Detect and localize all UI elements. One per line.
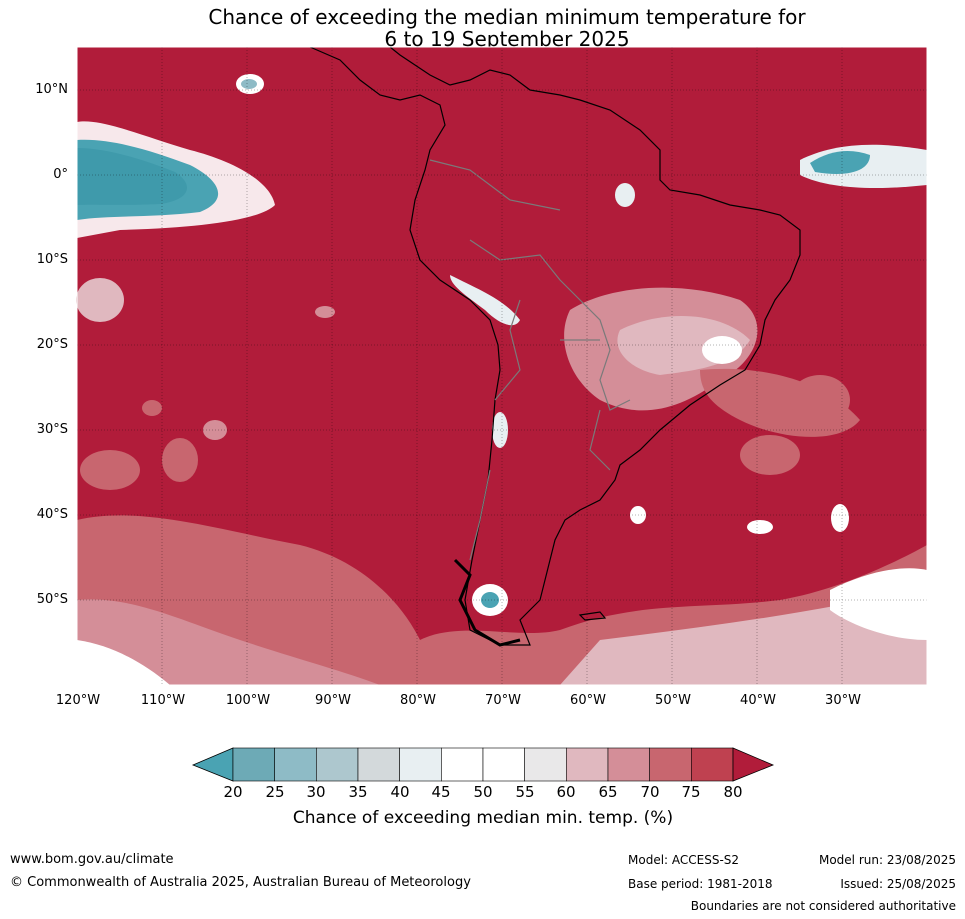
cool-spot [481, 592, 499, 608]
warm-patch [80, 450, 140, 490]
lon-label: 120°W [55, 693, 101, 708]
colorbar-tick-label: 50 [473, 783, 493, 801]
lat-label: 10°S [36, 252, 68, 267]
colorbar-tick-label: 75 [681, 783, 701, 801]
warm-patch [76, 278, 124, 322]
model-run-text: Model run: 23/08/2025 [818, 853, 956, 867]
falklands [578, 611, 607, 621]
cool-spot [747, 520, 773, 534]
colorbar-cell [357, 747, 400, 782]
lon-label: 80°W [400, 693, 436, 708]
colorbar-cell [232, 747, 275, 782]
colorbar-cell [524, 747, 567, 782]
base-period-text: Base period: 1981-2018 [628, 877, 773, 891]
southern-band-white-2 [830, 568, 927, 640]
warm-patch [790, 375, 850, 425]
colorbar-cell [316, 747, 359, 782]
colorbar-cell [566, 747, 609, 782]
disclaimer-text: Boundaries are not considered authoritat… [690, 899, 956, 913]
brazil-light-spot [702, 336, 742, 364]
website-link[interactable]: www.bom.gov.au/climate [10, 852, 174, 867]
colorbar-cell [441, 747, 484, 782]
map-frame [76, 46, 928, 686]
colorbar-tick-label: 65 [598, 783, 618, 801]
warm-patch [740, 435, 800, 475]
colorbar-under-arrow [191, 747, 234, 782]
colorbar-cell [482, 747, 525, 782]
copyright-text: © Commonwealth of Australia 2025, Austra… [10, 875, 471, 890]
lat-label: 50°S [36, 592, 68, 607]
colorbar-tick-label: 30 [306, 783, 326, 801]
colorbar-tick-label: 60 [556, 783, 576, 801]
map-title-line-1: Chance of exceeding the median minimum t… [208, 5, 806, 29]
andes-patch [450, 275, 520, 326]
colorbar-title: Chance of exceeding median min. temp. (%… [292, 808, 674, 828]
warm-patch [315, 306, 335, 318]
lon-label: 110°W [140, 693, 186, 708]
colorbar-tick-label: 35 [348, 783, 368, 801]
lon-label: 30°W [825, 693, 861, 708]
colorbar-tick-label: 70 [640, 783, 660, 801]
gridlines [77, 47, 927, 685]
colorbar-cell [274, 747, 317, 782]
cool-spot [831, 504, 849, 532]
lat-label: 30°S [36, 422, 68, 437]
lat-label: 20°S [36, 337, 68, 352]
cool-spot [615, 183, 635, 207]
lon-label: 60°W [570, 693, 606, 708]
pacific-cool-inner [77, 148, 187, 205]
colorbar-tick-label: 80 [723, 783, 743, 801]
south-america-outline [309, 46, 801, 646]
colorbar-over-arrow [732, 747, 775, 782]
lon-label: 90°W [315, 693, 351, 708]
warm-patch [142, 400, 162, 416]
lat-label: 40°S [36, 507, 68, 522]
chile-fjords [453, 558, 521, 647]
southern-band-light [77, 599, 380, 685]
lon-label: 40°W [740, 693, 776, 708]
colorbar-cell [649, 747, 692, 782]
warm-patch [162, 438, 198, 482]
lat-label: 0° [53, 167, 68, 182]
colorbar-tick-label: 25 [265, 783, 285, 801]
colorbar-tick-label: 45 [431, 783, 451, 801]
colorbar-tick-label: 55 [515, 783, 535, 801]
colorbar-tick-label: 40 [390, 783, 410, 801]
issued-text: Issued: 25/08/2025 [840, 877, 956, 891]
colorbar-cell [691, 747, 734, 782]
map-title-line-2: 6 to 19 September 2025 [384, 27, 630, 51]
atlantic-cool-core [810, 151, 870, 175]
colorbar-cell [399, 747, 442, 782]
lat-label: 10°N [35, 82, 68, 97]
colorbar-cell [607, 747, 650, 782]
lon-label: 50°W [655, 693, 691, 708]
model-text: Model: ACCESS-S2 [628, 853, 740, 867]
southern-band-white [77, 640, 170, 685]
lon-label: 100°W [225, 693, 271, 708]
colorbar-tick-label: 20 [223, 783, 243, 801]
lon-label: 70°W [485, 693, 521, 708]
cool-spot [241, 79, 257, 89]
country-borders [429, 159, 631, 561]
